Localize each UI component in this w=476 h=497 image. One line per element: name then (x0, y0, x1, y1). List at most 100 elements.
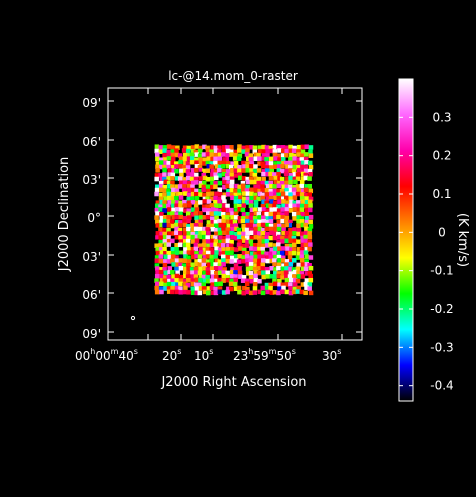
map-pixel (288, 160, 293, 166)
map-pixel (222, 267, 227, 272)
map-pixel (292, 184, 297, 190)
map-pixel (162, 192, 167, 198)
map-pixel (179, 207, 184, 213)
map-pixel (197, 258, 203, 264)
x-tick-label: 00h00m40s (75, 347, 138, 363)
map-pixel (268, 226, 274, 232)
map-pixel (242, 247, 247, 253)
map-pixel (237, 175, 243, 181)
map-pixel (178, 258, 184, 263)
map-pixel (186, 224, 191, 229)
map-pixel (303, 242, 309, 248)
map-pixel (308, 278, 314, 283)
map-pixel (170, 211, 175, 216)
y-tick-label: 09' (82, 96, 101, 110)
colorbar-tick-label: 0 (438, 225, 446, 239)
map-pixel (257, 278, 262, 284)
map-pixel (166, 250, 171, 256)
map-pixel (300, 160, 306, 166)
map-pixel (252, 258, 258, 263)
map-pixel (182, 219, 187, 224)
map-pixel (252, 145, 258, 151)
map-pixel (197, 153, 203, 158)
map-pixel (257, 226, 263, 232)
map-pixel (174, 203, 179, 208)
map-pixel (276, 250, 282, 256)
map-pixel (269, 148, 275, 154)
map-pixel (202, 199, 207, 204)
map-pixel (222, 199, 227, 204)
map-pixel (268, 171, 273, 177)
map-pixel (167, 254, 173, 260)
map-pixel (253, 263, 258, 268)
map-pixel (308, 145, 314, 150)
map-pixel (159, 222, 164, 228)
map-pixel (233, 144, 239, 149)
map-pixel (256, 168, 262, 173)
map-pixel (284, 262, 289, 267)
map-pixel (162, 262, 168, 268)
map-pixel (253, 235, 259, 240)
map-pixel (292, 160, 298, 166)
map-pixel (260, 180, 266, 186)
map-pixel (190, 212, 196, 217)
map-pixel (225, 250, 230, 256)
map-pixel (186, 156, 192, 161)
x-axis-label: J2000 Right Ascension (160, 375, 306, 390)
map-pixel (233, 203, 239, 209)
map-pixel (281, 230, 286, 236)
map-pixel (218, 222, 223, 228)
map-pixel (209, 266, 215, 271)
map-pixel (225, 270, 230, 276)
map-pixel (280, 145, 286, 150)
map-pixel (233, 188, 238, 194)
map-pixel (178, 290, 184, 295)
map-pixel (174, 200, 180, 205)
map-pixel (162, 164, 167, 170)
map-pixel (159, 219, 164, 225)
map-pixel (284, 195, 289, 201)
map-pixel (210, 290, 216, 295)
map-pixel (178, 195, 184, 200)
map-pixel (182, 199, 187, 205)
map-pixel (253, 226, 258, 232)
map-pixel (253, 156, 258, 161)
map-pixel (230, 247, 235, 252)
map-pixel (291, 148, 297, 154)
map-pixel (233, 258, 239, 263)
map-pixel (194, 188, 199, 194)
map-pixel (260, 262, 266, 268)
map-pixel (190, 200, 196, 205)
map-pixel (201, 172, 207, 178)
map-pixel (300, 153, 305, 159)
map-pixel (304, 200, 310, 205)
map-pixel (299, 247, 305, 252)
map-pixel (193, 242, 199, 248)
colorbar-tick-label: -0.3 (430, 340, 453, 354)
map-pixel (308, 164, 314, 170)
map-pixel (268, 180, 273, 186)
map-pixel (272, 149, 278, 154)
map-pixel (162, 214, 168, 220)
map-pixel (230, 274, 235, 279)
map-pixel (234, 183, 239, 189)
map-pixel (237, 231, 242, 236)
map-pixel (174, 214, 180, 220)
map-pixel (276, 219, 282, 225)
map-pixel (281, 161, 286, 166)
map-pixel (289, 231, 294, 236)
map-pixel (154, 239, 160, 245)
map-pixel (304, 285, 309, 290)
map-pixel (256, 231, 262, 236)
map-pixel (159, 187, 164, 193)
map-pixel (222, 149, 227, 154)
map-pixel (307, 231, 312, 236)
map-pixel (300, 235, 305, 241)
map-pixel (163, 242, 168, 247)
map-pixel (226, 230, 231, 236)
map-pixel (178, 156, 184, 161)
map-pixel (292, 156, 297, 161)
map-pixel (261, 274, 266, 280)
map-pixel (230, 267, 235, 272)
map-pixel (230, 223, 235, 229)
